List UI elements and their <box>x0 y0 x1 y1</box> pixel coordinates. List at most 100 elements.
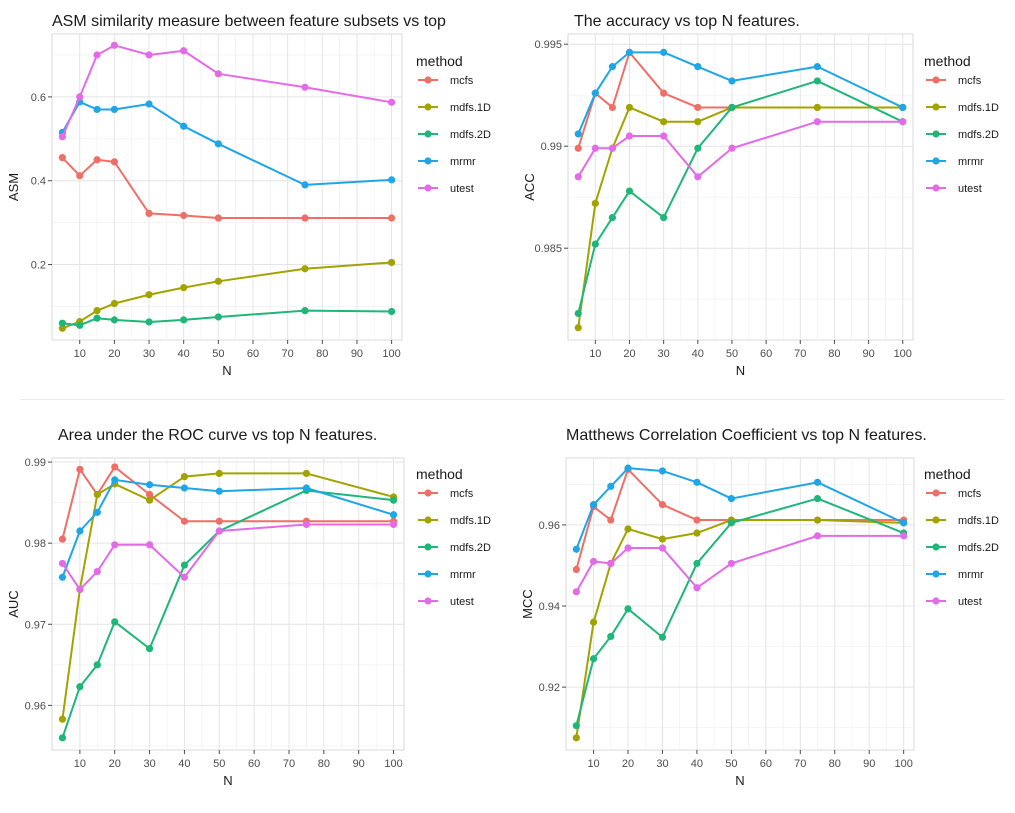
data-point-mdfs.1D <box>694 118 702 126</box>
data-point-mdfs.2D <box>608 214 617 222</box>
y-tick-label: 0.985 <box>534 243 562 255</box>
data-point-mcfs <box>110 158 118 166</box>
x-tick-label: 50 <box>726 348 738 360</box>
data-point-mrmr <box>728 77 736 85</box>
data-point-utest <box>658 544 667 552</box>
x-axis-label: N <box>735 773 744 788</box>
y-tick-label: 0.995 <box>534 39 562 51</box>
data-point-mcfs <box>76 465 84 473</box>
x-tick-label: 60 <box>760 758 772 770</box>
x-tick-label: 40 <box>691 758 703 770</box>
legend-key-dot <box>424 157 432 165</box>
data-point-mdfs.2D <box>389 496 398 504</box>
legend-key-dot <box>424 103 432 111</box>
data-point-mdfs.1D <box>658 535 667 543</box>
y-tick-label: 0.97 <box>25 619 46 631</box>
x-tick-label: 10 <box>74 758 86 770</box>
data-point-utest <box>625 132 634 140</box>
data-point-utest <box>591 144 599 152</box>
data-point-mrmr <box>111 476 119 484</box>
data-point-mrmr <box>76 527 84 535</box>
data-point-mdfs.1D <box>813 516 822 524</box>
legend-title: method <box>924 466 971 482</box>
data-point-mdfs.1D <box>693 529 701 537</box>
legend-key-dot <box>424 516 432 524</box>
data-point-mrmr <box>145 100 153 108</box>
data-point-mdfs.2D <box>58 319 66 327</box>
data-point-mdfs.1D <box>589 618 598 626</box>
data-point-mrmr <box>727 494 735 503</box>
legend-label: mrmr <box>958 569 984 581</box>
data-point-utest <box>899 118 907 126</box>
data-point-utest <box>302 520 311 529</box>
data-point-mdfs.1D <box>145 496 154 504</box>
data-point-utest <box>110 41 118 49</box>
legend-label: utest <box>958 183 982 195</box>
x-tick-label: 30 <box>656 758 668 770</box>
panel-divider <box>20 399 1005 400</box>
data-point-mdfs.2D <box>301 307 309 315</box>
data-point-utest <box>572 588 580 596</box>
legend-title: method <box>924 53 971 69</box>
x-tick-label: 40 <box>178 758 190 770</box>
data-point-mcfs <box>111 463 119 471</box>
data-point-utest <box>608 144 617 152</box>
chart-title: ASM similarity measure between feature s… <box>52 13 446 30</box>
x-tick-label: 10 <box>74 348 86 360</box>
data-point-utest <box>813 118 821 126</box>
y-tick-label: 0.6 <box>31 92 46 104</box>
data-point-mcfs <box>214 214 222 222</box>
data-point-mdfs.2D <box>727 519 735 527</box>
data-point-mdfs.1D <box>180 473 189 481</box>
data-point-mrmr <box>214 140 222 148</box>
data-point-mrmr <box>93 105 101 114</box>
data-point-mrmr <box>813 478 822 486</box>
data-point-mrmr <box>145 481 154 489</box>
data-point-mdfs.1D <box>180 284 188 292</box>
data-point-utest <box>589 557 598 566</box>
x-tick-label: 100 <box>894 348 912 360</box>
data-point-utest <box>727 559 735 568</box>
legend-label: mdfs.2D <box>958 542 999 554</box>
data-point-mdfs.1D <box>660 118 668 126</box>
legend-label: mrmr <box>450 156 476 168</box>
data-point-utest <box>728 144 736 152</box>
chart-panel-3: 10 20 30 40 50 60 70 80 90 100 0.96 0.97 0.98 0.99 Are… <box>6 427 491 788</box>
data-point-mrmr <box>625 48 634 56</box>
data-point-mcfs <box>388 214 396 222</box>
data-point-utest <box>389 520 398 529</box>
data-point-mdfs.2D <box>572 722 580 730</box>
plot-area <box>51 457 405 751</box>
data-point-mrmr <box>607 482 615 490</box>
data-point-mrmr <box>215 487 223 495</box>
data-point-utest <box>301 83 309 91</box>
data-point-mdfs.2D <box>693 559 701 568</box>
data-point-mdfs.1D <box>93 490 101 499</box>
x-tick-label: 80 <box>316 348 328 360</box>
x-tick-label: 70 <box>794 348 806 360</box>
data-point-mdfs.2D <box>111 618 119 626</box>
data-point-mrmr <box>658 467 667 475</box>
legend-label: mcfs <box>958 75 982 87</box>
y-tick-label: 0.94 <box>539 601 560 613</box>
x-tick-label: 50 <box>213 758 225 770</box>
chart-panel-2: 10 20 30 40 50 60 70 80 90 100 0.985 0.99 0.995 The a… <box>522 13 999 378</box>
data-point-utest <box>145 541 154 549</box>
x-tick-label: 80 <box>828 348 840 360</box>
legend-key-dot <box>932 76 940 84</box>
data-point-mdfs.2D <box>574 309 582 318</box>
data-point-mdfs.2D <box>388 307 396 316</box>
data-point-mrmr <box>899 103 907 112</box>
data-point-mrmr <box>589 501 598 509</box>
data-point-mdfs.1D <box>572 734 580 742</box>
data-point-mdfs.2D <box>660 214 668 222</box>
data-point-mdfs.2D <box>214 313 222 321</box>
chart-panel-1: 10 20 30 40 50 60 70 80 90 100 0.2 0.4 0.6 ASM simila… <box>6 13 491 378</box>
data-point-mrmr <box>813 63 821 71</box>
data-point-mdfs.2D <box>813 77 821 85</box>
data-point-mrmr <box>900 519 908 527</box>
data-point-mdfs.2D <box>180 561 189 569</box>
data-point-utest <box>693 584 701 592</box>
data-point-mdfs.2D <box>93 661 101 669</box>
data-point-mdfs.1D <box>813 103 821 112</box>
